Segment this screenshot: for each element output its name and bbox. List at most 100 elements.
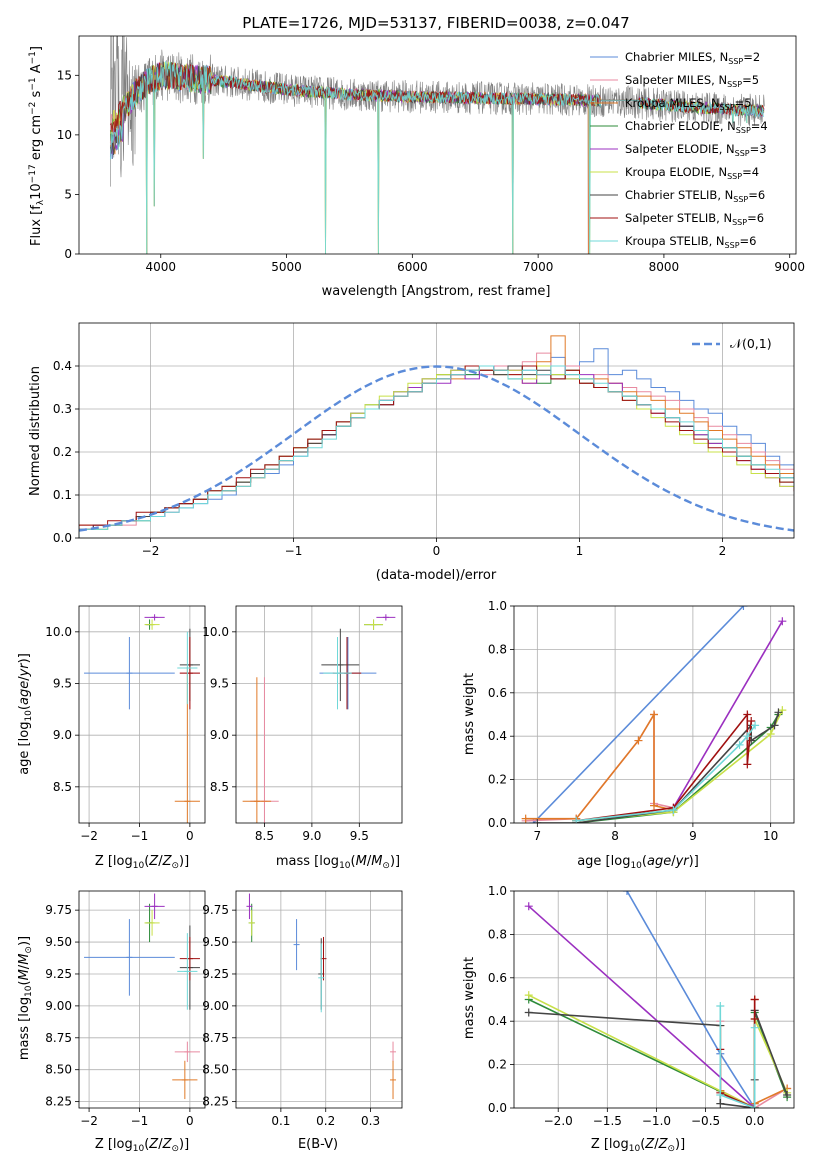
y-tick-label: 10.0 — [202, 625, 229, 639]
errorbar-salpeter-miles — [174, 1041, 200, 1063]
plot-frame — [78, 605, 206, 824]
legend-subscript: SSP — [733, 195, 748, 204]
weight-line-chabrier-miles — [532, 606, 744, 823]
legend-label: Salpeter STELIB, NSSP=6 — [625, 211, 764, 227]
y-tick-label: 0.8 — [488, 927, 507, 941]
x-tick-label: 0.0 — [745, 1114, 764, 1128]
legend-label: Salpeter ELODIE, NSSP=3 — [625, 142, 767, 158]
errorbar-salpeter-elodie — [144, 893, 165, 920]
legend-value: =5 — [735, 96, 752, 110]
errorbar-kroupa-stelib — [323, 637, 352, 710]
age-vs-mass-plot-area: 8.5 9.0 9.5 8.5 9.0 9.5 10.0 — [202, 605, 403, 843]
weight-marker — [716, 1002, 725, 1011]
y-tick-label: 0.4 — [53, 359, 72, 373]
legend-value: =4 — [751, 119, 768, 133]
legend-value: =4 — [742, 165, 759, 179]
weight-vs-z-xlabel: Z [log10(Z/Z⊙)] — [591, 1137, 685, 1154]
weight-line-salpeter-elodie — [672, 620, 783, 809]
plot-frame — [78, 322, 795, 539]
y-tick-label: 8.50 — [202, 1063, 229, 1077]
y-tick-label: 9.75 — [202, 903, 229, 917]
weight-marker — [770, 721, 779, 730]
legend-label: Kroupa STELIB, NSSP=6 — [625, 234, 756, 250]
y-tick-label: 0.0 — [488, 1101, 507, 1115]
weight-marker — [750, 1023, 759, 1032]
plot-content — [84, 614, 200, 823]
spectrum-panel: 4000 5000 6000 7000 8000 9000 0 5 10 15 wavelengt… — [28, 35, 805, 299]
y-tick-label: 9.0 — [210, 728, 229, 742]
weight-marker — [774, 708, 783, 717]
plot-frame — [78, 890, 206, 1109]
weight-marker — [524, 902, 533, 911]
y-tick-label: 9.75 — [45, 903, 72, 917]
plot-frame — [78, 35, 797, 255]
y-tick-label: 8.50 — [45, 1063, 72, 1077]
age-vs-z-xlabel: Z [log10(Z/Z⊙)] — [95, 854, 189, 871]
weight-marker — [750, 1104, 759, 1108]
mass-vs-ebv-xlabel: E(B-V) — [298, 1137, 338, 1152]
x-tick-label: −1.0 — [642, 1114, 671, 1128]
legend-subscript: SSP — [728, 57, 743, 66]
errorbar-salpeter-stelib — [179, 936, 200, 981]
weight-vs-z-panel: −2.0 −1.5 −1.0 −0.5 0.0 0.0 0.2 0.4 0.6 0.8 1.0 Z … — [462, 884, 795, 1154]
weight-marker — [778, 706, 787, 715]
legend-value: =5 — [742, 73, 759, 87]
weight-marker — [716, 1099, 725, 1108]
errorbar-salpeter-elodie — [246, 893, 253, 920]
weight-marker — [521, 814, 530, 823]
y-tick-label: 0.1 — [53, 488, 72, 502]
x-tick-label: 7 — [534, 829, 542, 843]
plot-frame — [235, 605, 403, 824]
mass-vs-z-plot-area: −2 −1 0 8.25 8.50 8.75 9.00 9.25 9.50 9.75 — [45, 890, 206, 1128]
weight-line-kroupa-stelib — [719, 1006, 756, 1108]
y-tick-label: 0.0 — [488, 816, 507, 830]
y-tick-label: 15 — [57, 68, 72, 82]
errorbar-kroupa-elodie — [248, 910, 255, 936]
weight-marker — [572, 816, 581, 823]
weight-vs-age-xlabel: age [log10(age/yr)] — [577, 854, 699, 871]
legend-label: Chabrier ELODIE, NSSP=4 — [625, 119, 768, 135]
legend-label: 𝒩(0,1) — [730, 336, 772, 351]
y-tick-label: 9.25 — [45, 967, 72, 981]
residuals-xlabel: (data-model)/error — [376, 568, 497, 583]
weight-marker — [524, 991, 533, 1000]
y-tick-label: 8.5 — [53, 780, 72, 794]
y-tick-label: 8.5 — [210, 780, 229, 794]
weight-marker — [622, 891, 631, 895]
errorbar-kroupa-stelib — [177, 933, 198, 1010]
x-tick-label: 4000 — [145, 260, 176, 274]
legend-subscript: SSP — [720, 103, 735, 112]
mass-vs-ebv-plot-area: 0.1 0.2 0.3 8.25 8.50 8.75 9.00 9.25 9.50 9.75 — [202, 890, 403, 1128]
weight-marker — [751, 721, 760, 730]
x-tick-label: 0.2 — [316, 1114, 335, 1128]
legend-label: Chabrier MILES, NSSP=2 — [625, 50, 760, 66]
y-tick-label: 0.2 — [53, 445, 72, 459]
y-tick-label: 5 — [64, 187, 72, 201]
mass-vs-ebv-panel: 0.1 0.2 0.3 8.25 8.50 8.75 9.00 9.25 9.50 9.75 E(… — [202, 890, 403, 1152]
x-tick-label: 5000 — [271, 260, 302, 274]
spectrum-xlabel: wavelength [Angstrom, rest frame] — [322, 284, 551, 299]
age-vs-z-plot-area: −2 −1 0 8.5 9.0 9.5 10.0 — [45, 605, 206, 843]
model-line-kroupa-stelib — [109, 60, 765, 254]
y-tick-label: 0.6 — [488, 971, 507, 985]
errorbar-kroupa-stelib — [318, 943, 325, 1013]
errorbar-chabrier-stelib — [321, 628, 360, 702]
legend-subscript: SSP — [735, 149, 750, 158]
weight-vs-age-panel: 7 8 9 10 0.0 0.2 0.4 0.6 0.8 1.0 age [log10(age/y… — [462, 599, 795, 871]
y-tick-label: 9.50 — [45, 935, 72, 949]
y-tick-label: 10.0 — [45, 625, 72, 639]
errorbar-kroupa-elodie — [144, 619, 160, 630]
weight-marker — [750, 995, 759, 1004]
x-tick-label: 6000 — [397, 260, 428, 274]
weight-marker — [650, 801, 658, 810]
x-tick-label: −1 — [131, 1114, 149, 1128]
errorbar-salpeter-elodie — [376, 614, 396, 621]
weight-marker — [650, 710, 658, 719]
x-tick-label: −2.0 — [544, 1114, 573, 1128]
errorbar-kroupa-miles — [172, 1060, 198, 1100]
plot-frame — [235, 890, 403, 1109]
weight-marker — [783, 1090, 792, 1099]
weight-marker — [766, 730, 775, 739]
y-tick-label: 9.00 — [202, 999, 229, 1013]
